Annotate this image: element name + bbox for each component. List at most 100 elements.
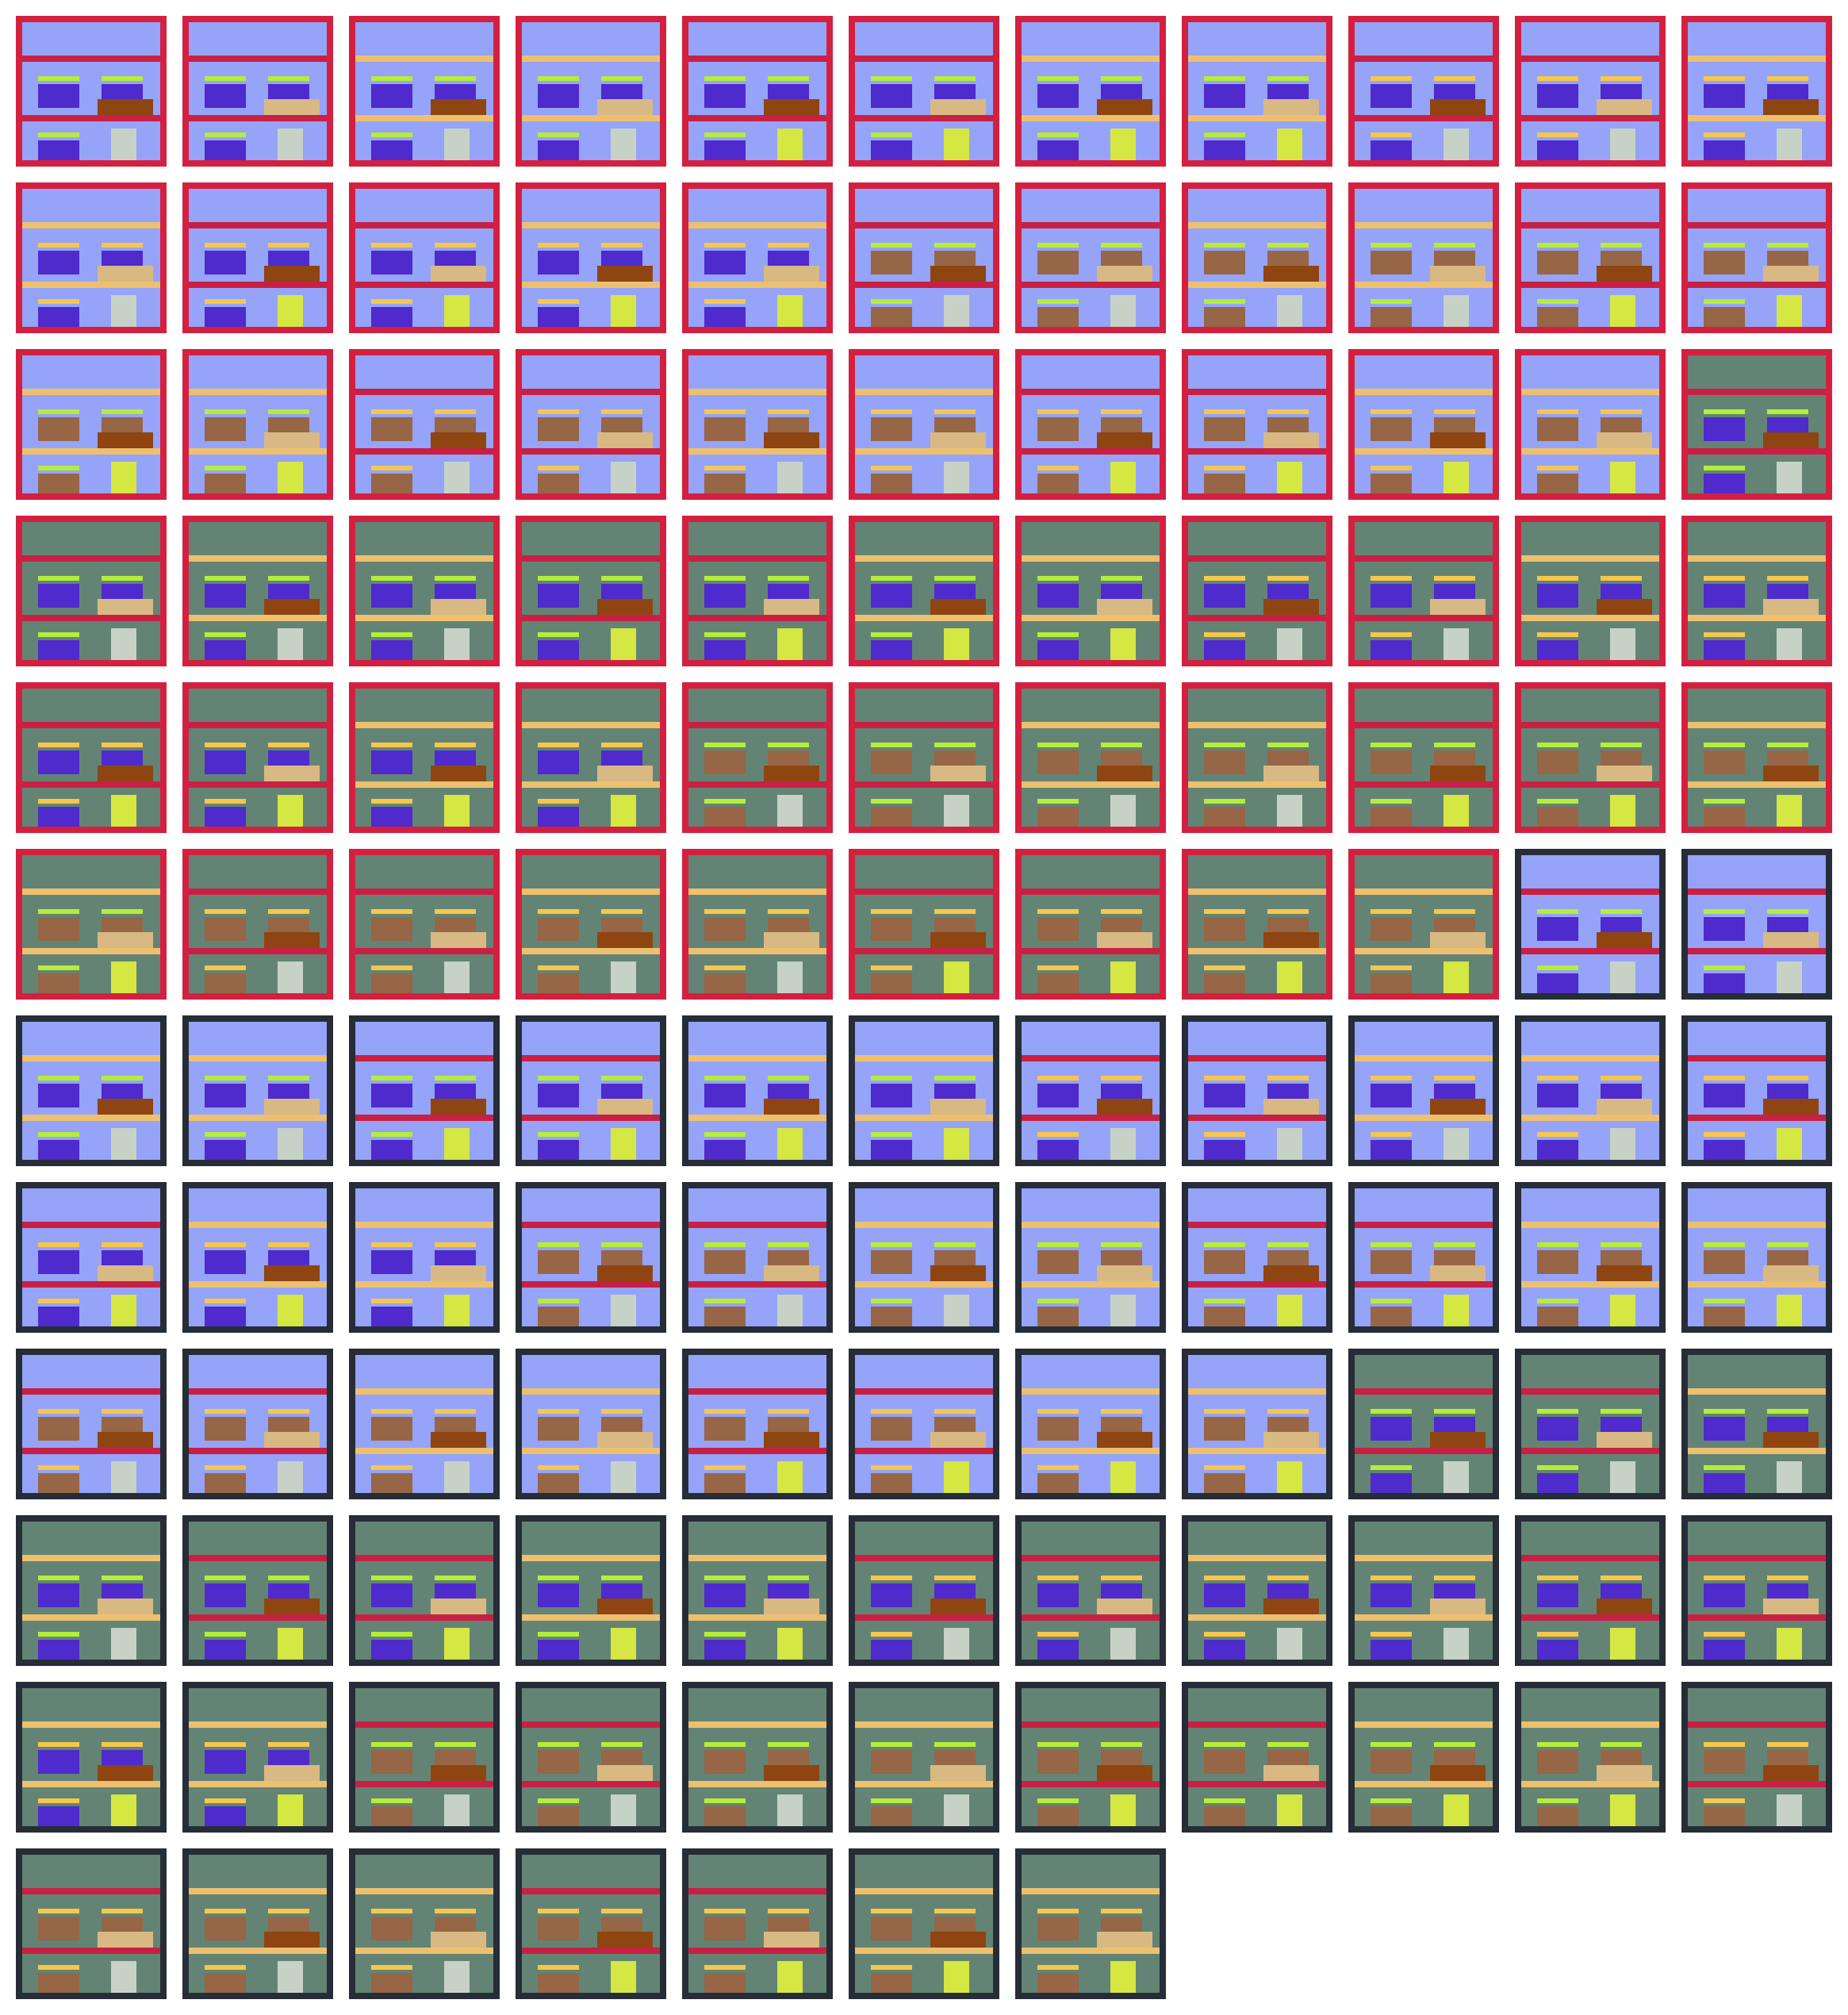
- middle-shelf: [688, 1281, 826, 1288]
- left-box: [1371, 1417, 1412, 1441]
- bottom-box: [1537, 140, 1578, 160]
- bottom-box-lid: [1204, 299, 1245, 304]
- post: [1110, 795, 1136, 827]
- left-box: [704, 750, 746, 774]
- sprite-tile: [1515, 16, 1666, 167]
- bottom-box: [205, 1140, 246, 1160]
- bottom-box: [1537, 1640, 1578, 1660]
- middle-shelf: [1355, 615, 1493, 621]
- bottom-box: [1704, 1140, 1745, 1160]
- sprite-tile: [1681, 349, 1832, 500]
- left-box: [1537, 84, 1578, 108]
- left-box: [38, 1250, 79, 1274]
- middle-shelf: [688, 1781, 826, 1787]
- sprite-tile: [1681, 516, 1832, 666]
- tray: [1763, 1265, 1819, 1281]
- tray: [98, 1932, 153, 1948]
- right-box-lid: [1767, 1242, 1808, 1247]
- post: [278, 628, 303, 660]
- left-box: [1037, 1583, 1079, 1607]
- top-shelf: [22, 1055, 160, 1061]
- left-box: [205, 84, 246, 108]
- top-shelf: [855, 1055, 993, 1061]
- tray: [1263, 766, 1319, 781]
- post: [1777, 1128, 1802, 1160]
- top-shelf: [1188, 389, 1326, 395]
- bottom-box: [38, 1640, 79, 1660]
- left-box: [871, 84, 912, 108]
- right-box-lid: [1267, 1576, 1309, 1580]
- bottom-box: [871, 140, 912, 160]
- post: [1444, 295, 1469, 327]
- sprite-tile: [182, 182, 333, 333]
- top-shelf: [355, 1388, 493, 1395]
- right-box-lid: [268, 1576, 309, 1580]
- bottom-box: [1204, 1140, 1245, 1160]
- right-box-lid: [768, 409, 809, 414]
- post: [1444, 628, 1469, 660]
- left-box: [1037, 1750, 1079, 1774]
- tray: [1263, 1599, 1319, 1614]
- tray: [431, 1099, 486, 1115]
- left-box-lid: [38, 743, 79, 747]
- left-box-lid: [538, 243, 579, 248]
- middle-shelf: [1521, 1281, 1659, 1288]
- bottom-box: [871, 1473, 912, 1493]
- left-box: [205, 917, 246, 941]
- left-box: [1704, 1250, 1745, 1274]
- post: [1777, 129, 1802, 160]
- sprite-tile: [1681, 1349, 1832, 1499]
- right-box-lid: [268, 909, 309, 914]
- sprite-tile: [516, 1349, 666, 1499]
- left-box-lid: [871, 743, 912, 747]
- right-box-lid: [934, 1242, 976, 1247]
- left-box-lid: [205, 1742, 246, 1747]
- sprite-tile: [349, 516, 500, 666]
- sprite-tile: [16, 1015, 167, 1166]
- top-shelf: [1688, 1555, 1826, 1561]
- sprite-tile: [682, 1015, 833, 1166]
- right-box-lid: [435, 1576, 476, 1580]
- bottom-box: [205, 807, 246, 827]
- left-box-lid: [1037, 576, 1079, 581]
- middle-shelf: [522, 1281, 660, 1288]
- tray: [597, 1432, 653, 1448]
- tray: [1430, 766, 1486, 781]
- bottom-box-lid: [1204, 132, 1245, 137]
- top-shelf: [1188, 56, 1326, 62]
- left-box-lid: [38, 1076, 79, 1080]
- middle-shelf: [688, 615, 826, 621]
- tray: [98, 599, 153, 615]
- right-box-lid: [268, 1242, 309, 1247]
- bottom-box: [704, 140, 746, 160]
- bottom-box-lid: [1371, 799, 1412, 804]
- tray: [1763, 1099, 1819, 1115]
- right-box-lid: [1267, 576, 1309, 581]
- bottom-box: [1037, 1806, 1079, 1826]
- middle-shelf: [688, 115, 826, 121]
- middle-shelf: [855, 1614, 993, 1621]
- bottom-box: [1037, 307, 1079, 327]
- middle-shelf: [1022, 1948, 1160, 1954]
- middle-shelf: [688, 282, 826, 288]
- middle-shelf: [855, 1448, 993, 1454]
- bottom-box-lid: [371, 299, 412, 304]
- top-shelf: [1188, 1222, 1326, 1228]
- middle-shelf: [522, 115, 660, 121]
- middle-shelf: [1688, 448, 1826, 455]
- sprite-tile: [1681, 682, 1832, 833]
- bottom-box-lid: [871, 632, 912, 637]
- bottom-box: [871, 807, 912, 827]
- bottom-box: [205, 140, 246, 160]
- middle-shelf: [189, 1115, 327, 1121]
- post: [1277, 295, 1302, 327]
- tray: [1263, 1099, 1319, 1115]
- tray: [1097, 599, 1152, 615]
- middle-shelf: [522, 448, 660, 455]
- sprite-tile: [849, 1182, 999, 1333]
- post: [1777, 1794, 1802, 1826]
- bottom-box-lid: [1371, 965, 1412, 970]
- bottom-box: [1537, 1140, 1578, 1160]
- bottom-box: [704, 1806, 746, 1826]
- bottom-box: [871, 973, 912, 993]
